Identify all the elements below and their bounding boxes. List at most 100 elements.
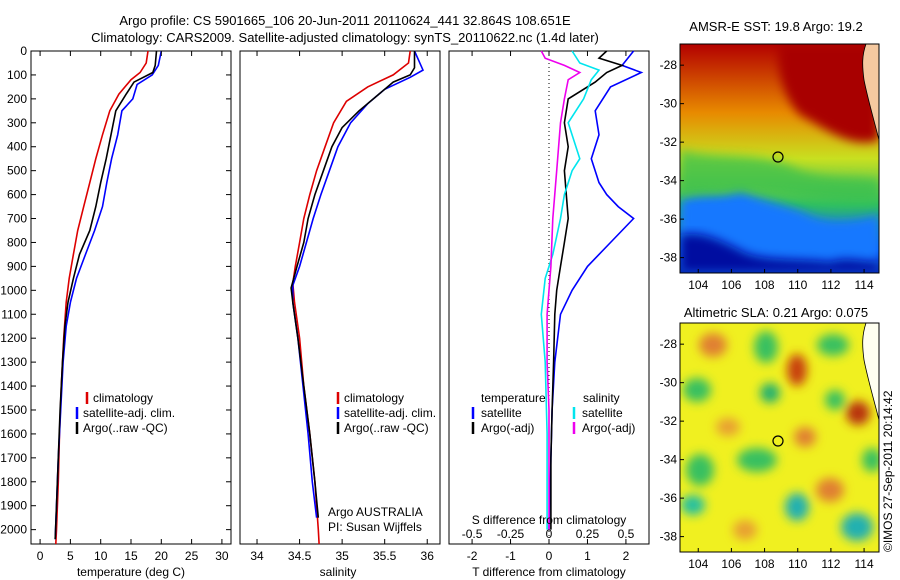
sla-eddies <box>681 331 879 541</box>
sla-eddy-negative <box>862 448 879 472</box>
legend-label-satellite: satellite <box>481 406 522 420</box>
temperature-legend: climatology satellite-adj. clim. Argo(..… <box>75 391 175 435</box>
map-y-tick-label: -36 <box>660 212 678 226</box>
map-y-tick-label: -38 <box>660 530 678 544</box>
y-tick-label: 1500 <box>0 403 27 417</box>
y-tick-label: 1400 <box>0 379 27 393</box>
sst-map-frame <box>679 43 880 274</box>
legend-label-climatology: climatology <box>344 391 404 405</box>
y-tick-label: 400 <box>7 140 27 154</box>
sst-argo-location-marker <box>772 151 784 163</box>
x-tick-label: 34.5 <box>288 549 312 563</box>
sst-land <box>862 44 879 141</box>
sst-warm-region <box>778 44 879 143</box>
difference-panel: -2 -1 0 1 2 -0.5 -0.25 0 0.25 0.5 T difference f… <box>448 50 650 579</box>
x-tick-label: 34 <box>250 549 264 563</box>
y-tick-label: 100 <box>7 68 27 82</box>
x-tick-label: -1 <box>505 549 516 563</box>
x-tick-label: 25 <box>185 549 199 563</box>
sla-eddy-negative <box>683 378 711 402</box>
y-tick-label: 500 <box>7 164 27 178</box>
map-y-tick-label: -34 <box>660 174 678 188</box>
sst-map-title: AMSR-E SST: 19.8 Argo: 19.2 <box>689 19 862 34</box>
sla-eddy-positive <box>787 354 807 386</box>
y-tick-label: 0 <box>20 44 27 58</box>
legend-label-argo: Argo(..raw -QC) <box>83 421 168 435</box>
sla-eddy-negative <box>817 334 849 356</box>
argo-program-annotation: Argo AUSTRALIA <box>328 505 423 519</box>
sla-land <box>862 323 879 421</box>
map-x-tick-label: 110 <box>788 278 807 292</box>
map-y-tick-label: -32 <box>660 414 678 428</box>
x-tick-label: 0 <box>546 549 553 563</box>
x-tick-label: 2 <box>623 549 630 563</box>
y-tick-label: 1700 <box>0 451 27 465</box>
temperature-xlabel: temperature (deg C) <box>77 565 185 579</box>
sla-eddy-positive <box>716 418 740 436</box>
legend-label-sal-argo: Argo(-adj) <box>582 421 635 435</box>
sla-eddy-positive <box>733 520 757 540</box>
series-line-satellite <box>548 50 644 530</box>
sla-eddy-positive <box>816 478 844 502</box>
y-tick-label: 900 <box>7 259 27 273</box>
sla-eddy-negative <box>825 390 845 410</box>
x-tick-label: 10 <box>94 549 108 563</box>
sst-green-band <box>680 150 879 202</box>
difference-legend-temperature: temperature satellite Argo(-adj) <box>471 391 546 435</box>
map-y-tick-label: -34 <box>660 453 678 467</box>
legend-label-sal-satellite: satellite <box>582 406 623 420</box>
y-tick-label: 600 <box>7 188 27 202</box>
series-line-sal_argo <box>540 50 582 530</box>
legend-label-satellite: satellite-adj. clim. <box>344 406 436 420</box>
x-tick-label: 30 <box>215 549 229 563</box>
sla-eddy-positive <box>699 333 727 357</box>
sla-map-title: Altimetric SLA: 0.21 Argo: 0.075 <box>684 305 868 320</box>
header-line-2: Climatology: CARS2009. Satellite-adjuste… <box>91 30 599 45</box>
x-tick-label: 36 <box>421 549 435 563</box>
y-tick-label: 1800 <box>0 475 27 489</box>
x-tick-label-salinity: 0.5 <box>618 527 635 541</box>
y-tick-label: 1600 <box>0 427 27 441</box>
map-x-tick-label: 106 <box>721 557 741 571</box>
map-x-tick-label: 106 <box>721 278 741 292</box>
map-x-tick-label: 110 <box>788 557 807 571</box>
x-tick-label: 35 <box>335 549 349 563</box>
sla-eddy-negative <box>785 493 809 521</box>
sla-argo-location-marker <box>772 435 784 447</box>
x-tick-label-salinity: -0.5 <box>462 527 483 541</box>
legend-label-argo: Argo(..raw -QC) <box>344 421 429 435</box>
sla-eddy-positive <box>846 401 870 425</box>
series-line-argo <box>550 50 625 530</box>
map-x-tick-label: 108 <box>755 557 775 571</box>
x-tick-label: 15 <box>124 549 138 563</box>
sla-eddy-negative <box>737 448 777 472</box>
sla-eddy-positive <box>794 427 816 447</box>
temperature-plot-frame <box>30 50 232 545</box>
imos-credit: ©IMOS 27-Sep-2011 20:14:42 <box>881 390 895 552</box>
difference-legend-salinity: salinity satellite Argo(-adj) <box>572 391 635 435</box>
legend-label-argo: Argo(-adj) <box>481 421 534 435</box>
legend-label-climatology: climatology <box>93 391 153 405</box>
y-tick-label: 1900 <box>0 499 27 513</box>
sla-field <box>680 323 879 552</box>
y-tick-label: 700 <box>7 212 27 226</box>
legend-label-satellite: satellite-adj. clim. <box>83 406 175 420</box>
header-line-1: Argo profile: CS 5901665_106 20-Jun-2011… <box>119 13 571 28</box>
sla-eddy-negative <box>841 513 873 541</box>
temperature-panel: 0 5 10 15 20 25 30 010020030040050060070080090… <box>0 44 649 579</box>
map-x-tick-label: 104 <box>688 278 708 292</box>
x-tick-label: 20 <box>155 549 169 563</box>
map-x-tick-label: 112 <box>821 557 840 571</box>
series-line-argo <box>290 51 416 518</box>
x-tick-label-salinity: -0.25 <box>497 527 525 541</box>
map-x-tick-label: 114 <box>855 278 874 292</box>
sla-eddy-negative <box>686 454 714 486</box>
map-y-tick-label: -38 <box>660 251 678 265</box>
map-x-tick-label: 112 <box>821 278 840 292</box>
map-y-tick-label: -30 <box>660 97 678 111</box>
x-tick-label: -2 <box>467 549 478 563</box>
map-y-tick-label: -36 <box>660 491 678 505</box>
legend-heading-temperature: temperature <box>481 391 546 405</box>
sst-map: AMSR-E SST: 19.8 Argo: 19.2 104 106 108 110… <box>660 19 880 292</box>
